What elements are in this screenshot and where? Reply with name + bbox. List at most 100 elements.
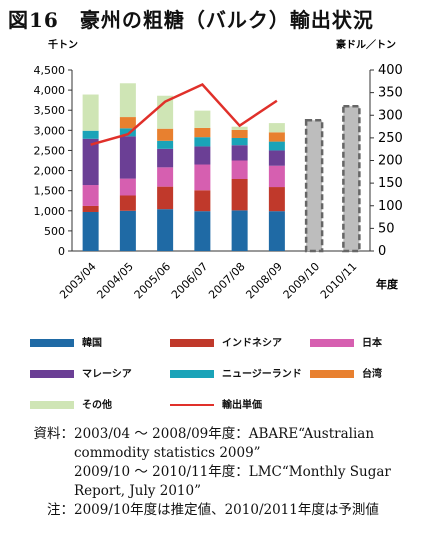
x-tick-label: 2003/04 bbox=[57, 260, 99, 302]
left-tick-label: 2,500 bbox=[34, 144, 66, 157]
bar-segment bbox=[157, 186, 174, 210]
bar-segment bbox=[119, 83, 136, 118]
bar-segment bbox=[82, 94, 99, 131]
legend-item: 輸出単価 bbox=[170, 396, 262, 411]
right-tick-label: 400 bbox=[378, 63, 403, 78]
bar-segment bbox=[82, 211, 99, 251]
note-line: 2003/04 ～ 2008/09年度：ABARE“Australian bbox=[74, 426, 375, 442]
left-tick-label: 3,500 bbox=[34, 104, 66, 117]
right-tick-label: 50 bbox=[378, 221, 395, 236]
legend-item: その他 bbox=[30, 396, 112, 411]
bar-segment bbox=[119, 210, 136, 251]
bar-segment bbox=[268, 211, 285, 251]
bar-segment bbox=[157, 140, 174, 149]
bar-segment bbox=[157, 167, 174, 187]
right-tick-label: 200 bbox=[378, 154, 403, 169]
legend-swatch bbox=[310, 339, 354, 347]
figure-title-text: 図16 豪州の粗糖（バルク）輸出状況 bbox=[8, 8, 374, 32]
bar-segment bbox=[82, 205, 99, 212]
bar-segment bbox=[194, 146, 211, 165]
bar-segment bbox=[194, 164, 211, 191]
bar-segment bbox=[157, 128, 174, 141]
left-tick-label: 4,000 bbox=[34, 84, 66, 97]
legend-item: マレーシア bbox=[30, 365, 132, 380]
note-line: 2009/10年度は推定値、2010/2011年度は予測値 bbox=[74, 502, 379, 518]
x-tick-label: 2004/05 bbox=[94, 260, 136, 302]
bars bbox=[82, 83, 361, 253]
note-body: 2003/04 ～ 2008/09年度：ABARE“Australian comm… bbox=[74, 425, 440, 501]
bar-segment bbox=[119, 195, 136, 211]
bar-segment bbox=[194, 211, 211, 251]
legend-label: 韓国 bbox=[82, 338, 102, 349]
bar-segment bbox=[194, 137, 211, 147]
bar-segment bbox=[231, 137, 248, 146]
bar-segment bbox=[268, 123, 285, 133]
right-axis-unit: 豪ドル／トン bbox=[336, 38, 396, 51]
bar-segment bbox=[194, 190, 211, 212]
note-line: commodity statistics 2009” bbox=[74, 445, 261, 461]
bar-segment bbox=[268, 187, 285, 212]
bar-segment bbox=[268, 150, 285, 166]
x-tick-labels: 2003/042004/052005/062006/072007/082008/… bbox=[57, 260, 359, 302]
legend-label: マレーシア bbox=[82, 369, 132, 380]
bar-segment bbox=[231, 160, 248, 180]
export-chart: 千トン 豪ドル／トン 05001,0001,5002,0002,5003,000… bbox=[34, 38, 403, 302]
note-line: 2009/10 ～ 2010/11年度：LMC“Monthly Sugar bbox=[74, 464, 391, 480]
legend-swatch bbox=[30, 339, 74, 347]
bar-segment bbox=[231, 210, 248, 251]
left-tick-label: 1,000 bbox=[34, 205, 66, 218]
legend-item: 日本 bbox=[310, 334, 382, 349]
bar-segment bbox=[231, 179, 248, 211]
right-tick-label: 150 bbox=[378, 176, 403, 191]
legend-swatch bbox=[170, 370, 214, 378]
bar-segment bbox=[119, 128, 136, 137]
left-tick-label: 2,000 bbox=[34, 165, 66, 178]
note-body: 2009/10年度は推定値、2010/2011年度は予測値 bbox=[74, 501, 440, 520]
bar-segment bbox=[231, 145, 248, 161]
left-tick-label: 500 bbox=[44, 225, 65, 238]
right-tick-label: 100 bbox=[378, 199, 403, 214]
left-tick-label: 3,000 bbox=[34, 124, 66, 137]
x-tick-label: 2009/10 bbox=[281, 260, 323, 302]
bar-segment bbox=[82, 138, 99, 186]
forecast-bar bbox=[304, 119, 324, 253]
unit-price-line bbox=[90, 82, 278, 146]
bar-segment bbox=[119, 117, 136, 129]
x-axis-label: 年度 bbox=[376, 277, 399, 291]
legend-label: 台湾 bbox=[362, 369, 382, 380]
legend-swatch bbox=[170, 339, 214, 347]
right-tick-label: 300 bbox=[378, 108, 403, 123]
note-head: 注： bbox=[47, 502, 74, 518]
legend-swatch bbox=[30, 370, 74, 378]
right-tick-label: 0 bbox=[378, 244, 386, 259]
left-tick-label: 0 bbox=[58, 245, 65, 258]
legend-item: 台湾 bbox=[310, 365, 382, 380]
legend-item: 韓国 bbox=[30, 334, 102, 349]
bar-segment bbox=[231, 126, 248, 130]
note-line: Report, July 2010” bbox=[74, 483, 201, 499]
bar-segment bbox=[231, 129, 248, 138]
left-tick-label: 4,500 bbox=[34, 64, 66, 77]
bar-segment bbox=[268, 141, 285, 151]
x-tick-label: 2006/07 bbox=[169, 260, 211, 302]
bar-segment bbox=[82, 130, 99, 139]
x-tick-label: 2005/06 bbox=[132, 260, 174, 302]
forecast-bar bbox=[342, 104, 361, 253]
left-axis-unit: 千トン bbox=[48, 38, 78, 51]
bar-segment bbox=[194, 127, 211, 138]
left-tick-label: 1,500 bbox=[34, 185, 66, 198]
x-tick-label: 2008/09 bbox=[243, 260, 285, 302]
legend-swatch bbox=[310, 370, 354, 378]
unit-price-polyline bbox=[90, 82, 278, 146]
bar-segment bbox=[119, 136, 136, 179]
legend-label: インドネシア bbox=[222, 338, 282, 349]
right-tick-label: 350 bbox=[378, 86, 403, 101]
legend-swatch bbox=[170, 404, 214, 406]
bar-segment bbox=[194, 110, 211, 128]
legend-label: ニュージーランド bbox=[222, 369, 302, 380]
bar-segment bbox=[157, 209, 174, 251]
x-tick-label: 2007/08 bbox=[206, 260, 248, 302]
bar-segment bbox=[157, 148, 174, 168]
note-row: 注： 2009/10年度は推定値、2010/2011年度は予測値 bbox=[4, 501, 440, 520]
legend-label: その他 bbox=[82, 400, 112, 411]
